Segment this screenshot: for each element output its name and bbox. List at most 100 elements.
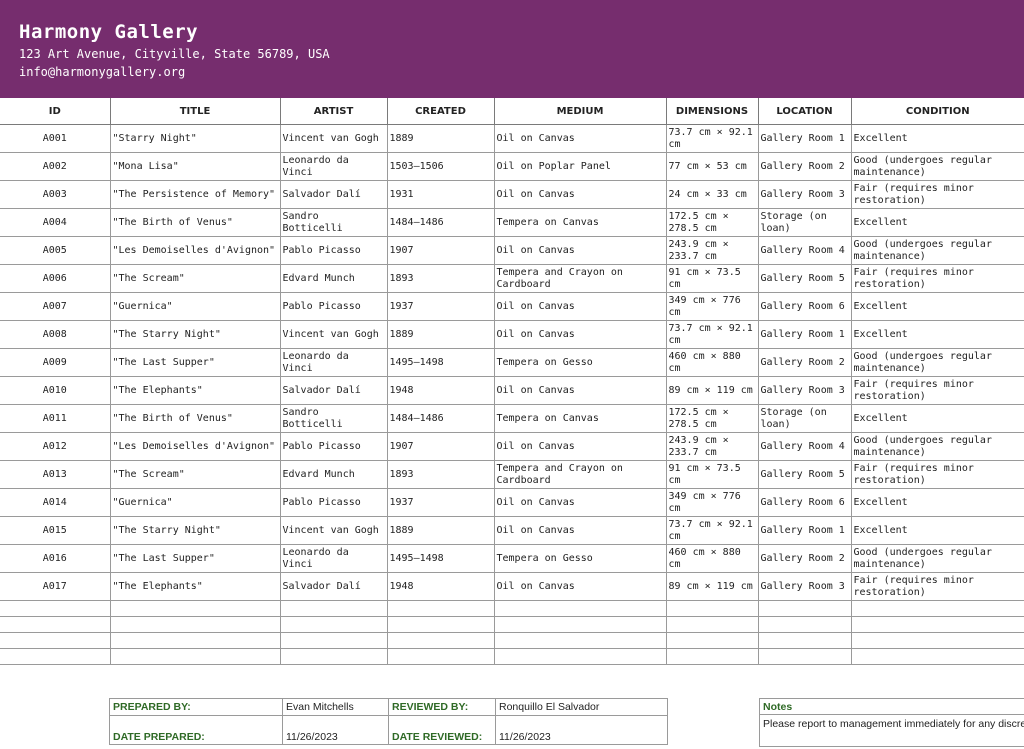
table-row: A004 "The Birth of Venus" Sandro Botticell… [0,208,1024,237]
cell-location: Gallery Room 5 [757,264,852,293]
reviewed-by-value: Ronquillo El Salvador [495,698,668,716]
empty-cell [109,600,281,617]
cell-created: 1893 [386,264,495,293]
table-row: A016 "The Last Supper" Leonardo da Vinci 14… [0,544,1024,573]
empty-cell [757,632,852,649]
empty-cell [0,648,111,665]
cell-condition: Excellent [850,404,1024,433]
prepared-by-value: Evan Mitchells [282,698,389,716]
cell-artist: Salvador Dalí [279,180,388,209]
date-reviewed-label: DATE REVIEWED: [388,715,496,745]
cell-artist: Pablo Picasso [279,236,388,265]
cell-condition: Fair (requires minor restoration) [850,376,1024,405]
empty-cell [850,648,1024,665]
prepared-by-label: PREPARED BY: [109,698,283,716]
cell-location: Gallery Room 1 [757,124,852,153]
cell-dimensions: 24 cm × 33 cm [665,180,759,209]
cell-artist: Pablo Picasso [279,488,388,517]
cell-title: "The Starry Night" [109,320,281,349]
empty-cell [386,600,495,617]
cell-title: "Mona Lisa" [109,152,281,181]
cell-created: 1484–1486 [386,404,495,433]
cell-title: "The Elephants" [109,572,281,601]
empty-row [0,632,1024,649]
table-header-row: ID TITLE ARTIST CREATED MEDIUM DIMENSIONS LOCA… [0,98,1024,125]
empty-row [0,616,1024,633]
cell-dimensions: 172.5 cm × 278.5 cm [665,208,759,237]
cell-dimensions: 91 cm × 73.5 cm [665,460,759,489]
cell-condition: Good (undergoes regular maintenance) [850,348,1024,377]
cell-id: A003 [0,180,111,209]
table-row: A011 "The Birth of Venus" Sandro Botticell… [0,404,1024,433]
empty-cell [757,616,852,633]
table-row: A014 "Guernica" Pablo Picasso 1937 Oil on Ca… [0,488,1024,517]
cell-artist: Sandro Botticelli [279,404,388,433]
cell-title: "Guernica" [109,292,281,321]
date-reviewed-value: 11/26/2023 [495,715,668,745]
cell-medium: Oil on Canvas [493,572,667,601]
cell-title: "Les Demoiselles d'Avignon" [109,432,281,461]
cell-condition: Excellent [850,208,1024,237]
cell-location: Gallery Room 6 [757,292,852,321]
empty-cell [665,616,759,633]
table-row: A017 "The Elephants" Salvador Dalí 1948 Oil … [0,572,1024,601]
cell-location: Gallery Room 2 [757,348,852,377]
column-header-location: LOCATION [757,98,852,125]
empty-cell [279,616,388,633]
cell-location: Gallery Room 1 [757,320,852,349]
date-prepared-label: DATE PREPARED: [109,715,283,745]
cell-title: "The Birth of Venus" [109,404,281,433]
empty-cell [386,632,495,649]
empty-cell [757,648,852,665]
cell-artist: Salvador Dalí [279,572,388,601]
cell-id: A005 [0,236,111,265]
table-row: A012 "Les Demoiselles d'Avignon" Pablo Pic… [0,432,1024,461]
column-header-medium: MEDIUM [493,98,667,125]
cell-condition: Good (undergoes regular maintenance) [850,236,1024,265]
cell-id: A004 [0,208,111,237]
cell-location: Gallery Room 1 [757,516,852,545]
cell-location: Gallery Room 2 [757,544,852,573]
empty-cell [0,600,111,617]
cell-condition: Fair (requires minor restoration) [850,264,1024,293]
cell-created: 1948 [386,376,495,405]
cell-created: 1889 [386,516,495,545]
cell-created: 1495–1498 [386,348,495,377]
cell-condition: Good (undergoes regular maintenance) [850,544,1024,573]
empty-cell [109,632,281,649]
empty-cell [493,616,667,633]
empty-cell [109,648,281,665]
cell-condition: Excellent [850,320,1024,349]
cell-dimensions: 460 cm × 880 cm [665,348,759,377]
cell-medium: Oil on Canvas [493,432,667,461]
column-header-condition: CONDITION [850,98,1024,125]
empty-cell [279,648,388,665]
cell-title: "Guernica" [109,488,281,517]
empty-cell [850,632,1024,649]
cell-dimensions: 460 cm × 880 cm [665,544,759,573]
table-row: A010 "The Elephants" Salvador Dalí 1948 Oil … [0,376,1024,405]
cell-medium: Tempera on Gesso [493,544,667,573]
table-row: A001 "Starry Night" Vincent van Gogh 1889 Oi… [0,124,1024,153]
cell-location: Gallery Room 6 [757,488,852,517]
cell-dimensions: 243.9 cm × 233.7 cm [665,432,759,461]
cell-artist: Pablo Picasso [279,292,388,321]
cell-artist: Vincent van Gogh [279,320,388,349]
cell-artist: Leonardo da Vinci [279,348,388,377]
empty-cell [0,632,111,649]
empty-cell [386,616,495,633]
cell-title: "Starry Night" [109,124,281,153]
inventory-table: ID TITLE ARTIST CREATED MEDIUM DIMENSIONS LOCA… [0,98,1024,665]
empty-cell [850,616,1024,633]
column-header-created: CREATED [386,98,495,125]
cell-medium: Oil on Poplar Panel [493,152,667,181]
gallery-header: Harmony Gallery 123 Art Avenue, Cityvill… [0,0,1024,98]
table-row: A005 "Les Demoiselles d'Avignon" Pablo Pic… [0,236,1024,265]
column-header-id: ID [0,98,111,125]
cell-location: Gallery Room 5 [757,460,852,489]
cell-medium: Tempera on Canvas [493,404,667,433]
cell-location: Gallery Room 3 [757,572,852,601]
cell-dimensions: 349 cm × 776 cm [665,488,759,517]
cell-artist: Salvador Dalí [279,376,388,405]
cell-artist: Sandro Botticelli [279,208,388,237]
